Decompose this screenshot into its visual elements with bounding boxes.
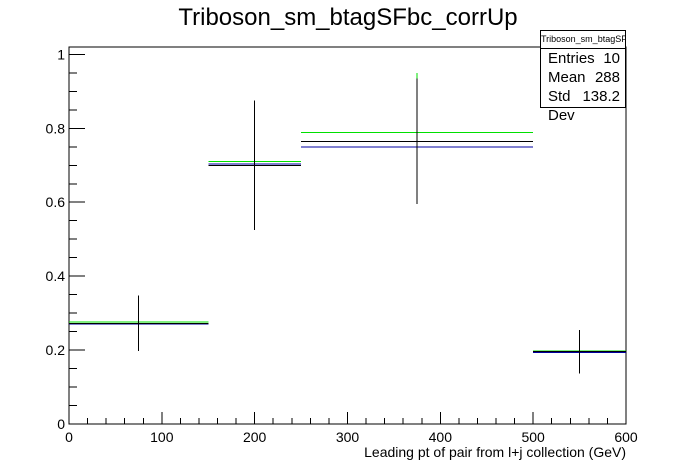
y-tick-label: 0.6 (46, 194, 66, 210)
stats-label-mean: Mean (548, 69, 586, 86)
stats-value-stddev: 138.2 (582, 88, 620, 105)
stats-label-entries: Entries (548, 50, 595, 67)
stats-header: Triboson_sm_btagSFbc_corrUp (541, 31, 625, 49)
y-tick-label: 1 (57, 46, 65, 62)
x-tick-label: 100 (150, 429, 174, 445)
y-tick-label: 0.2 (46, 342, 66, 358)
x-tick-label: 500 (521, 429, 545, 445)
stats-label-stddev: Std Dev (548, 88, 575, 124)
y-tick-label: 0 (57, 416, 65, 432)
x-axis-title: Leading pt of pair from l+j collection (… (364, 444, 626, 460)
stats-value-mean: 288 (594, 69, 620, 86)
x-tick-label: 400 (429, 429, 453, 445)
x-tick-label: 200 (243, 429, 267, 445)
y-tick-label: 0.4 (46, 268, 66, 284)
stats-row-entries: Entries 10 (541, 49, 625, 68)
stats-box: Triboson_sm_btagSFbc_corrUp Entries 10 M… (540, 30, 626, 124)
x-tick-label: 600 (614, 429, 638, 445)
x-tick-label: 300 (336, 429, 360, 445)
stats-row-stddev: Std Dev 138.2 (541, 87, 625, 124)
x-tick-label: 0 (65, 429, 73, 445)
stats-row-mean: Mean 288 (541, 68, 625, 87)
stats-value-entries: 10 (603, 50, 620, 67)
y-tick-label: 0.8 (46, 120, 66, 136)
chart-title: Triboson_sm_btagSFbc_corrUp (178, 4, 518, 31)
